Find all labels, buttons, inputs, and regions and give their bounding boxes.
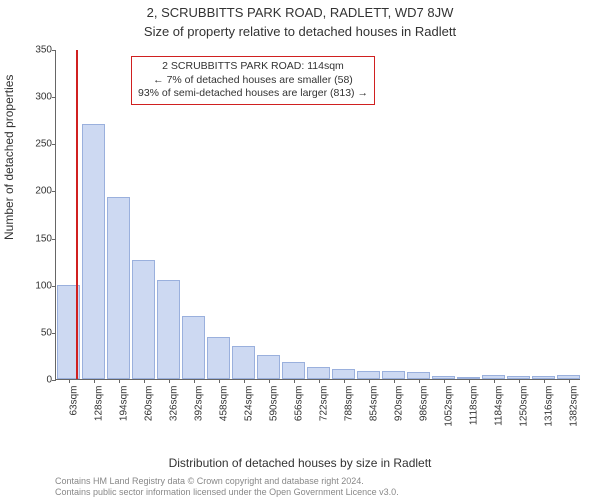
x-tick-label: 920sqm	[391, 386, 404, 422]
histogram-bar	[282, 362, 306, 379]
x-tick-mark	[444, 379, 445, 383]
x-tick-label: 1052sqm	[441, 386, 454, 427]
x-tick-label: 656sqm	[291, 386, 304, 422]
histogram-bar	[382, 371, 406, 379]
x-tick-mark	[269, 379, 270, 383]
histogram-bar	[332, 369, 356, 379]
x-tick-label: 1184sqm	[491, 386, 504, 426]
x-tick-mark	[294, 379, 295, 383]
annotation-line: ← 7% of detached houses are smaller (58)	[138, 74, 368, 88]
y-tick-mark	[52, 239, 56, 240]
y-axis-label: Number of detached properties	[2, 75, 16, 240]
x-tick-label: 63sqm	[66, 386, 79, 416]
chart-title-desc: Size of property relative to detached ho…	[0, 24, 600, 39]
y-tick-mark	[52, 380, 56, 381]
y-tick-mark	[52, 333, 56, 334]
y-tick-mark	[52, 144, 56, 145]
property-marker-line	[76, 50, 78, 379]
annotation-box: 2 SCRUBBITTS PARK ROAD: 114sqm← 7% of de…	[131, 56, 375, 105]
x-tick-mark	[344, 379, 345, 383]
x-tick-label: 194sqm	[116, 386, 129, 422]
x-tick-label: 1118sqm	[466, 386, 479, 426]
x-tick-label: 590sqm	[266, 386, 279, 422]
annotation-line: 2 SCRUBBITTS PARK ROAD: 114sqm	[138, 60, 368, 74]
histogram-bar	[107, 197, 131, 379]
x-tick-label: 260sqm	[141, 386, 154, 422]
y-tick-mark	[52, 191, 56, 192]
x-tick-mark	[319, 379, 320, 383]
histogram-bar	[182, 316, 206, 379]
footer-text: Contains HM Land Registry data © Crown c…	[55, 476, 399, 498]
x-tick-mark	[544, 379, 545, 383]
x-tick-mark	[94, 379, 95, 383]
x-tick-mark	[569, 379, 570, 383]
histogram-bar	[132, 260, 156, 379]
histogram-bar	[307, 367, 331, 379]
x-tick-label: 1250sqm	[516, 386, 529, 427]
x-tick-label: 458sqm	[216, 386, 229, 422]
histogram-bar	[82, 124, 106, 380]
x-tick-mark	[469, 379, 470, 383]
histogram-bar	[407, 372, 431, 379]
chart-container: 2, SCRUBBITTS PARK ROAD, RADLETT, WD7 8J…	[0, 0, 600, 500]
y-tick-mark	[52, 50, 56, 51]
x-tick-label: 1316sqm	[541, 386, 554, 427]
x-tick-mark	[219, 379, 220, 383]
x-tick-mark	[419, 379, 420, 383]
annotation-line: 93% of semi-detached houses are larger (…	[138, 87, 368, 101]
y-tick-mark	[52, 97, 56, 98]
histogram-bar	[207, 337, 231, 379]
histogram-bar	[257, 355, 281, 379]
x-tick-label: 854sqm	[366, 386, 379, 422]
x-tick-mark	[69, 379, 70, 383]
chart-title-address: 2, SCRUBBITTS PARK ROAD, RADLETT, WD7 8J…	[0, 5, 600, 20]
x-tick-mark	[119, 379, 120, 383]
footer-line2: Contains public sector information licen…	[55, 487, 399, 498]
x-tick-mark	[169, 379, 170, 383]
x-tick-mark	[244, 379, 245, 383]
histogram-bar	[232, 346, 256, 379]
x-tick-label: 326sqm	[166, 386, 179, 422]
histogram-bar	[157, 280, 181, 379]
x-tick-mark	[519, 379, 520, 383]
x-tick-mark	[194, 379, 195, 383]
x-tick-label: 986sqm	[416, 386, 429, 422]
x-tick-label: 788sqm	[341, 386, 354, 422]
x-tick-mark	[144, 379, 145, 383]
x-tick-label: 1382sqm	[566, 386, 579, 427]
x-tick-mark	[369, 379, 370, 383]
plot-area: 05010015020025030035063sqm128sqm194sqm26…	[55, 50, 580, 380]
x-tick-label: 392sqm	[191, 386, 204, 422]
histogram-bar	[357, 371, 381, 379]
footer-line1: Contains HM Land Registry data © Crown c…	[55, 476, 399, 487]
x-tick-label: 722sqm	[316, 386, 329, 422]
x-tick-label: 524sqm	[241, 386, 254, 422]
x-axis-label: Distribution of detached houses by size …	[0, 456, 600, 470]
y-tick-mark	[52, 286, 56, 287]
x-tick-mark	[494, 379, 495, 383]
x-tick-mark	[394, 379, 395, 383]
x-tick-label: 128sqm	[91, 386, 104, 422]
